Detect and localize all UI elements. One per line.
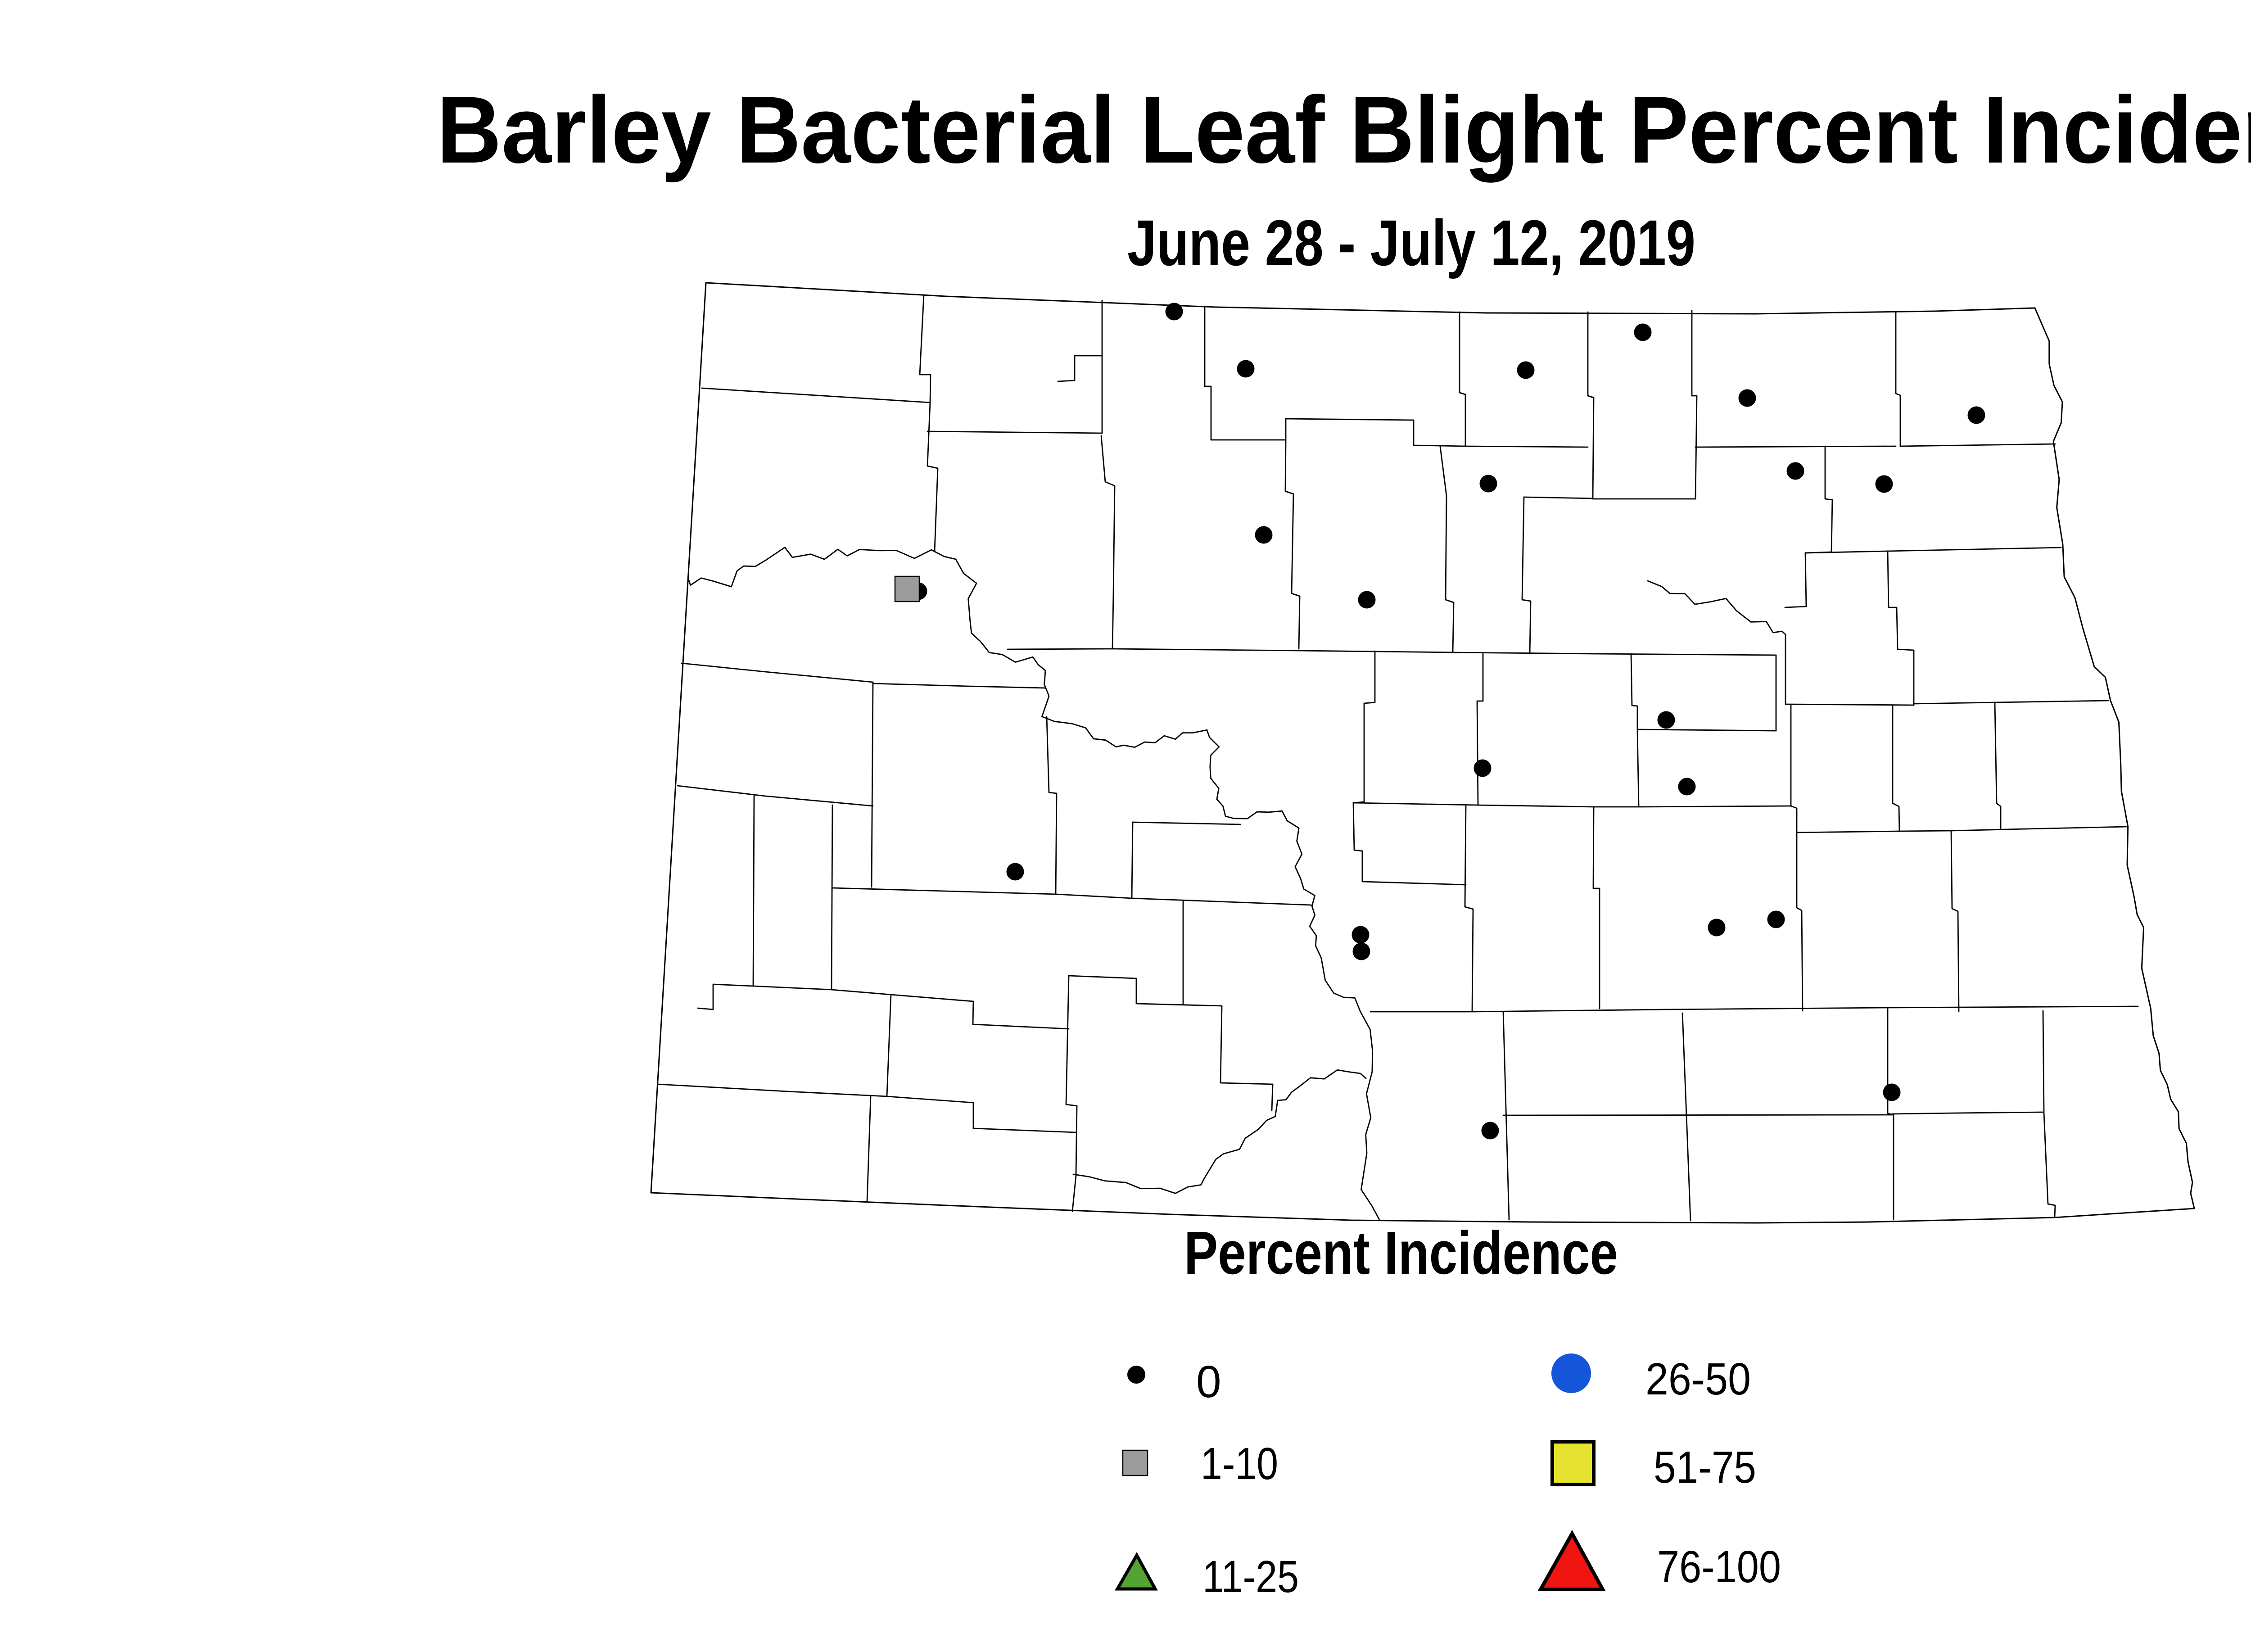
svg-text:26-50: 26-50: [1645, 1354, 1751, 1404]
svg-text:0: 0: [1196, 1357, 1221, 1407]
svg-text:76-100: 76-100: [1657, 1542, 1781, 1592]
svg-text:June 28 - July 12, 2019: June 28 - July 12, 2019: [1127, 207, 1695, 279]
svg-text:11-25: 11-25: [1202, 1552, 1299, 1602]
svg-text:Barley Bacterial Leaf Blight P: Barley Bacterial Leaf Blight Percent Inc…: [437, 77, 2251, 183]
svg-text:1-10: 1-10: [1201, 1439, 1278, 1489]
svg-text:51-75: 51-75: [1654, 1442, 1756, 1493]
svg-text:Percent Incidence: Percent Incidence: [1184, 1219, 1618, 1287]
